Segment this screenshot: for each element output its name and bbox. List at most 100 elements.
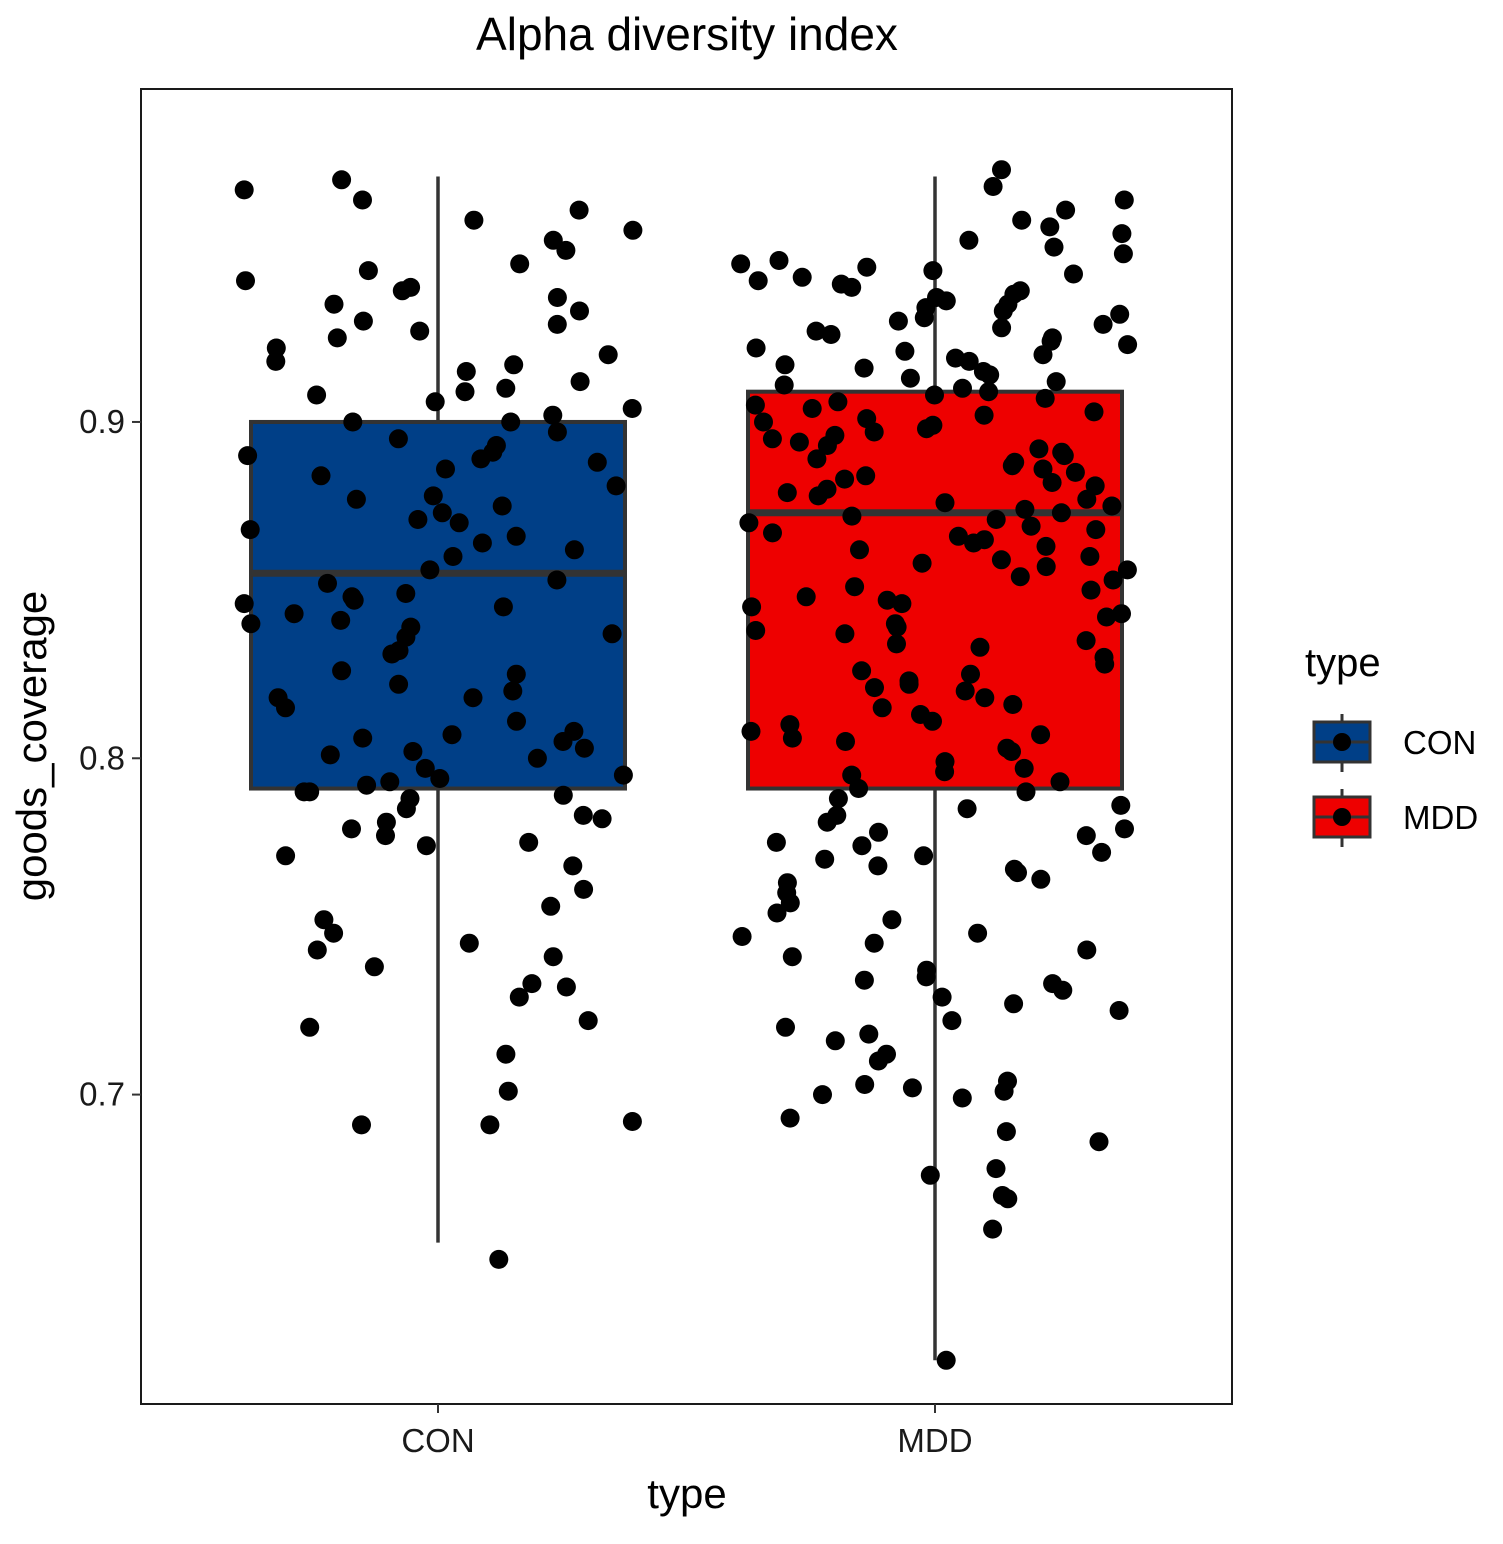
data-point-mdd bbox=[1118, 335, 1138, 355]
data-point-mdd bbox=[925, 385, 944, 405]
data-point-mdd bbox=[983, 177, 1003, 196]
data-point-mdd bbox=[1112, 224, 1132, 244]
data-point-con bbox=[622, 399, 642, 418]
data-point-con bbox=[613, 765, 633, 785]
data-point-con bbox=[353, 728, 373, 748]
data-point-mdd bbox=[856, 466, 876, 486]
data-point-mdd bbox=[1076, 631, 1096, 651]
data-point-mdd bbox=[1010, 567, 1030, 587]
data-point-con bbox=[353, 311, 373, 331]
data-point-mdd bbox=[869, 822, 888, 842]
data-point-con bbox=[342, 587, 362, 607]
data-point-mdd bbox=[777, 873, 797, 893]
data-point-con bbox=[389, 674, 409, 694]
data-point-mdd bbox=[877, 1044, 896, 1064]
data-point-mdd bbox=[1003, 695, 1023, 714]
data-point-con bbox=[543, 947, 563, 967]
data-point-con bbox=[570, 301, 589, 321]
data-point-mdd bbox=[1052, 442, 1072, 462]
data-point-mdd bbox=[974, 405, 994, 425]
data-point-mdd bbox=[745, 395, 765, 415]
data-point-mdd bbox=[1085, 476, 1105, 496]
data-point-mdd bbox=[1036, 536, 1056, 556]
data-point-mdd bbox=[974, 530, 994, 550]
data-point-mdd bbox=[914, 846, 934, 866]
data-point-mdd bbox=[1014, 758, 1034, 778]
data-point-con bbox=[236, 271, 255, 291]
data-point-mdd bbox=[975, 688, 995, 708]
data-point-con bbox=[324, 923, 344, 943]
points-layer bbox=[234, 160, 1138, 1370]
data-point-mdd bbox=[831, 274, 851, 294]
data-point-mdd bbox=[1042, 473, 1062, 492]
data-point-con bbox=[623, 220, 643, 240]
data-point-con bbox=[380, 772, 400, 792]
data-point-mdd bbox=[1031, 725, 1051, 745]
data-point-con bbox=[358, 261, 378, 281]
data-point-con bbox=[234, 180, 254, 200]
data-point-con bbox=[343, 412, 363, 432]
data-point-con bbox=[436, 459, 455, 479]
data-point-mdd bbox=[996, 1122, 1016, 1142]
data-point-con bbox=[376, 812, 396, 832]
data-point-mdd bbox=[923, 415, 943, 435]
data-point-mdd bbox=[1093, 314, 1113, 334]
data-point-mdd bbox=[1097, 607, 1116, 627]
data-point-mdd bbox=[1021, 516, 1041, 536]
data-point-con bbox=[547, 570, 567, 590]
legend-label: CON bbox=[1403, 724, 1476, 761]
data-point-mdd bbox=[828, 789, 848, 809]
data-point-mdd bbox=[813, 1085, 832, 1105]
data-point-con bbox=[509, 987, 529, 1007]
data-point-mdd bbox=[868, 856, 888, 876]
data-point-mdd bbox=[825, 425, 845, 445]
data-point-mdd bbox=[732, 927, 752, 946]
data-point-mdd bbox=[900, 368, 920, 388]
data-point-con bbox=[320, 745, 340, 765]
data-point-con bbox=[420, 560, 440, 580]
data-point-con bbox=[234, 594, 254, 614]
data-point-mdd bbox=[1109, 1001, 1129, 1020]
data-point-con bbox=[489, 1249, 509, 1269]
data-point-con bbox=[510, 254, 530, 274]
data-point-mdd bbox=[970, 637, 990, 657]
data-point-mdd bbox=[852, 836, 872, 856]
data-point-con bbox=[442, 725, 462, 745]
data-point-mdd bbox=[942, 1011, 962, 1031]
data-point-mdd bbox=[806, 321, 826, 341]
data-point-con bbox=[496, 378, 516, 398]
data-point-con bbox=[587, 452, 607, 472]
legend-entry-con: CON bbox=[1312, 714, 1476, 772]
data-point-con bbox=[284, 604, 304, 624]
data-point-con bbox=[238, 446, 258, 466]
data-point-mdd bbox=[854, 358, 874, 378]
data-point-mdd bbox=[932, 987, 952, 1007]
data-point-con bbox=[564, 721, 584, 741]
data-point-mdd bbox=[1056, 200, 1076, 220]
data-point-mdd bbox=[754, 412, 773, 432]
data-point-con bbox=[415, 758, 435, 778]
data-point-mdd bbox=[731, 254, 751, 274]
data-point-mdd bbox=[887, 634, 906, 654]
data-point-mdd bbox=[1064, 264, 1083, 284]
data-point-mdd bbox=[782, 947, 802, 967]
data-point-mdd bbox=[1076, 826, 1096, 846]
data-point-mdd bbox=[1117, 560, 1137, 580]
data-point-mdd bbox=[1115, 819, 1134, 839]
data-point-mdd bbox=[998, 1071, 1017, 1091]
data-point-mdd bbox=[986, 510, 1006, 529]
data-point-con bbox=[396, 584, 416, 603]
data-point-mdd bbox=[748, 271, 768, 291]
data-point-mdd bbox=[1042, 328, 1062, 348]
data-point-con bbox=[331, 610, 351, 630]
data-point-mdd bbox=[767, 903, 787, 923]
data-point-con bbox=[564, 540, 584, 560]
data-point-mdd bbox=[746, 621, 766, 640]
data-point-mdd bbox=[902, 1078, 922, 1098]
y-axis-title: goods_coverage bbox=[8, 591, 55, 902]
data-point-con bbox=[449, 513, 469, 533]
data-point-con bbox=[401, 617, 421, 637]
legend-key-point bbox=[1333, 733, 1351, 751]
data-point-mdd bbox=[968, 923, 988, 943]
